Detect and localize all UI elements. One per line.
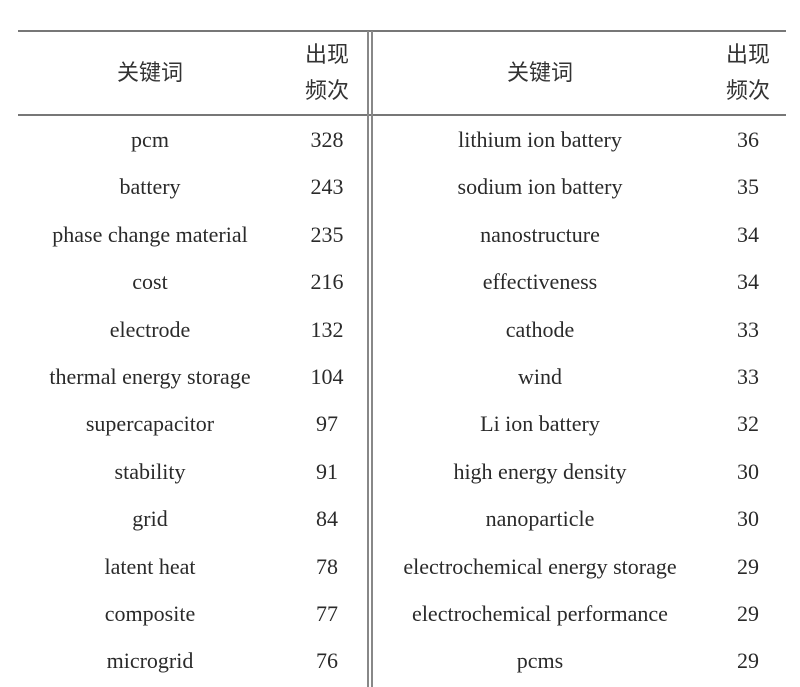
keyword-cell: latent heat [104, 553, 196, 579]
keyword-cell: supercapacitor [85, 411, 215, 437]
keyword-cell: nanostructure [480, 221, 600, 247]
count-cell: 243 [310, 174, 344, 200]
count-cell: 35 [737, 174, 759, 200]
keyword-cell: pcms [516, 648, 564, 674]
count-cell: 132 [310, 316, 344, 342]
count-cell: 77 [316, 601, 338, 626]
count-cell: 84 [316, 506, 338, 532]
count-cell: 78 [316, 553, 338, 579]
count-cell: 235 [310, 221, 344, 247]
keyword-cell: microgrid [106, 648, 194, 674]
keyword-cell: electrode [109, 316, 191, 342]
keyword-cell: stability [114, 458, 186, 484]
count-cell: 34 [737, 221, 759, 247]
keyword-cell: thermal energy storage [49, 364, 251, 389]
count-cell: 34 [737, 269, 759, 295]
keyword-cell: electrochemical performance [412, 601, 668, 626]
count-cell: 30 [737, 506, 759, 532]
keyword-cell: sodium ion battery [457, 174, 623, 200]
header-frequency-line2: 频次 [304, 78, 350, 103]
count-cell: 32 [737, 411, 759, 437]
header-frequency-right: 出现 频次 [726, 37, 770, 109]
count-cell: 76 [316, 648, 338, 674]
count-cell: 104 [310, 364, 344, 389]
top-rule [18, 30, 786, 32]
count-cell: 97 [316, 411, 338, 437]
keyword-cell: Li ion battery [480, 411, 600, 437]
column-divider-left [367, 31, 369, 687]
header-frequency-left: 出现 频次 [305, 37, 349, 109]
keyword-cell: phase change material [52, 221, 248, 247]
header-frequency-line1: 出现 [725, 42, 771, 67]
header-keyword-right: 关键词 [506, 60, 574, 85]
keyword-cell: nanoparticle [485, 506, 595, 532]
count-cell: 29 [737, 601, 759, 626]
count-cell: 36 [737, 127, 759, 152]
count-cell: 328 [310, 127, 344, 152]
keyword-cell: cathode [505, 316, 575, 342]
count-cell: 30 [737, 458, 759, 484]
count-cell: 29 [737, 553, 759, 579]
keyword-cell: composite [104, 601, 196, 626]
header-keyword-left: 关键词 [116, 60, 184, 85]
keyword-cell: battery [119, 174, 181, 200]
keyword-cell: electrochemical energy storage [403, 553, 677, 579]
header-frequency-line2: 频次 [725, 78, 771, 103]
count-cell: 29 [737, 648, 759, 674]
keyword-cell: pcm [131, 127, 169, 152]
count-cell: 33 [737, 316, 759, 342]
keyword-cell: cost [132, 269, 168, 295]
count-cell: 216 [310, 269, 344, 295]
header-frequency-line1: 出现 [304, 42, 350, 67]
keyword-cell: high energy density [453, 458, 627, 484]
count-cell: 33 [737, 364, 759, 389]
keyword-cell: wind [518, 364, 562, 389]
column-divider-right [371, 31, 373, 687]
header-rule [18, 114, 786, 116]
keyword-cell: effectiveness [482, 269, 598, 295]
keyword-cell: grid [132, 506, 168, 532]
keyword-cell: lithium ion battery [458, 127, 622, 152]
count-cell: 91 [316, 458, 338, 484]
